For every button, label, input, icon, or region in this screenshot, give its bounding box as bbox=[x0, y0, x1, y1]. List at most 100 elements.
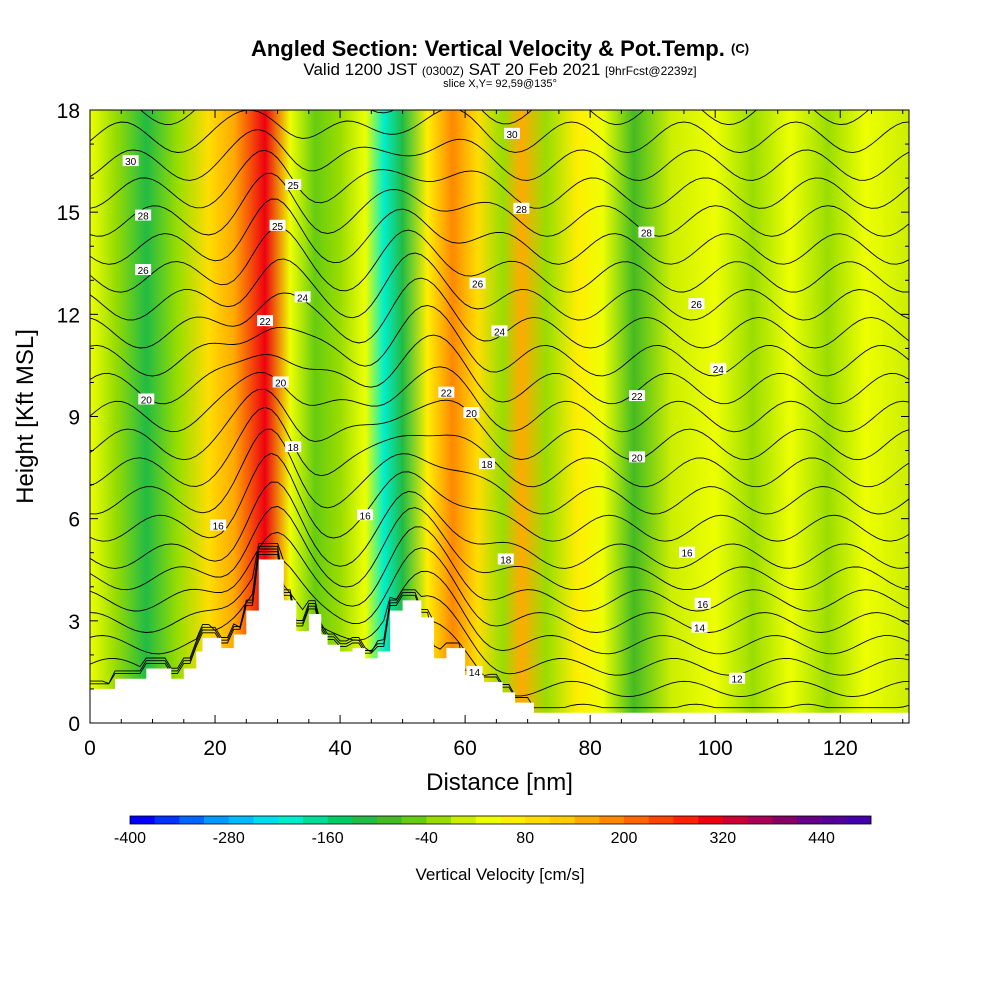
contour-label-box bbox=[257, 315, 274, 327]
terrain bbox=[90, 559, 909, 723]
theta-contour-line bbox=[90, 334, 909, 405]
plot-area: 30 28 26 20 25 25 24 22 20 18 16 16 30 28 26 24 22 20 18 18… bbox=[90, 110, 909, 723]
colorbar-swatch bbox=[772, 816, 798, 824]
colorbar-swatch bbox=[179, 816, 205, 824]
contour-label: 16 bbox=[681, 549, 693, 560]
title-units: (C) bbox=[731, 41, 750, 56]
contour-label-box bbox=[504, 127, 521, 139]
contour-label-box bbox=[629, 451, 646, 463]
colorbar-swatch bbox=[253, 816, 279, 824]
theta-contour-line bbox=[90, 226, 909, 293]
colorbar-swatch bbox=[846, 816, 872, 824]
x-tick-label: 20 bbox=[203, 737, 226, 760]
colorbar-swatch bbox=[451, 816, 477, 824]
contour-label-box bbox=[466, 665, 483, 677]
contour-label: 20 bbox=[275, 378, 287, 389]
contour-label-box bbox=[210, 519, 227, 531]
colorbar-swatch bbox=[401, 816, 427, 824]
theta-contour-line bbox=[90, 505, 909, 591]
contour-label: 26 bbox=[691, 300, 703, 311]
x-tick-label: 40 bbox=[328, 737, 351, 760]
contour-label-box bbox=[122, 155, 139, 167]
contour-label: 20 bbox=[466, 409, 478, 420]
colorbar-swatch bbox=[796, 816, 822, 824]
colorbar-swatch bbox=[500, 816, 526, 824]
colorbar-title: Vertical Velocity [cm/s] bbox=[415, 865, 584, 884]
contour-label: 12 bbox=[732, 675, 744, 686]
theta-contour-line bbox=[90, 545, 909, 655]
colorbar-swatch bbox=[302, 816, 328, 824]
contour-label: 24 bbox=[297, 293, 309, 304]
theta-contour-line bbox=[90, 388, 909, 461]
contour-label-box bbox=[269, 219, 286, 231]
y-tick-label: 18 bbox=[57, 100, 80, 123]
contour-label-box bbox=[135, 209, 152, 221]
colorbar-swatch bbox=[624, 816, 649, 824]
colorbar-swatch bbox=[204, 816, 230, 824]
colorbar-swatch bbox=[722, 816, 748, 824]
contour-label-box bbox=[285, 178, 302, 190]
axes: 0 20 40 60 80 100 120 0 3 6 9 12 15 18 Distance [nm] He… bbox=[12, 100, 910, 796]
theta-contour-line bbox=[90, 110, 909, 154]
colorbar-swatch bbox=[377, 816, 402, 824]
contour-label-box bbox=[285, 441, 302, 453]
colorbar-tick-label: -160 bbox=[312, 830, 344, 847]
colorbar-swatch bbox=[327, 816, 353, 824]
contour-label-box bbox=[357, 509, 374, 521]
contour-label: 28 bbox=[138, 212, 150, 223]
y-tick-label: 6 bbox=[68, 509, 80, 532]
colorbar: -400 -280 -160 -40 80 200 320 440 Vertical Veloc… bbox=[114, 815, 872, 884]
contour-labels: 30 28 26 20 25 25 24 22 20 18 16 16 30 28 26 24 22 20 18 18… bbox=[122, 127, 746, 686]
colorbar-swatch bbox=[278, 816, 304, 824]
contour-label: 25 bbox=[272, 222, 284, 233]
contour-label-box bbox=[694, 597, 711, 609]
contour-label: 22 bbox=[441, 389, 453, 400]
colorbar-swatch bbox=[698, 816, 724, 824]
vertical-velocity-field bbox=[90, 110, 909, 723]
theta-contour-line bbox=[90, 551, 909, 698]
y-tick-label: 0 bbox=[68, 713, 80, 736]
contour-label-box bbox=[679, 546, 696, 558]
valid-utc: (0300Z) bbox=[421, 64, 464, 78]
theta-contour-line bbox=[90, 198, 909, 265]
contour-label-box bbox=[294, 291, 311, 303]
colorbar-swatch bbox=[525, 816, 551, 824]
colorbar-swatch bbox=[549, 816, 575, 824]
theta-contour-line bbox=[90, 172, 909, 237]
x-tick-label: 100 bbox=[698, 737, 733, 760]
colorbar-swatch bbox=[426, 816, 452, 824]
contour-label: 30 bbox=[506, 130, 518, 141]
colorbar-tick-label: -40 bbox=[415, 830, 438, 847]
contour-label: 14 bbox=[694, 624, 706, 635]
theta-contour-line bbox=[90, 452, 909, 542]
colorbar-swatch bbox=[648, 816, 674, 824]
slice-info: slice X,Y= 92,59@135° bbox=[443, 78, 557, 90]
y-tick-label: 3 bbox=[68, 611, 80, 634]
x-axis-label: Distance [nm] bbox=[426, 769, 573, 796]
theta-contour-line bbox=[90, 548, 909, 676]
contour-label-box bbox=[478, 458, 495, 470]
contour-label: 18 bbox=[500, 556, 512, 567]
contour-label-box bbox=[138, 393, 155, 405]
contour-label-box bbox=[629, 390, 646, 402]
contour-label: 24 bbox=[713, 365, 725, 376]
colorbar-swatch bbox=[673, 816, 699, 824]
y-tick-label: 12 bbox=[57, 304, 80, 327]
x-tick-label: 0 bbox=[84, 737, 96, 760]
contour-label: 26 bbox=[138, 266, 150, 277]
colorbar-tick-label: 80 bbox=[516, 830, 534, 847]
y-tick-label: 9 bbox=[68, 407, 80, 430]
contour-label: 18 bbox=[288, 443, 300, 454]
contour-label: 22 bbox=[631, 392, 643, 403]
theta-contour-line bbox=[90, 149, 909, 209]
theta-contour-line bbox=[90, 129, 909, 181]
colorbar-swatch bbox=[821, 816, 847, 824]
contour-label-box bbox=[469, 277, 486, 289]
contour-label-box bbox=[491, 325, 508, 337]
contour-label-box bbox=[638, 226, 655, 238]
theta-contour-line bbox=[90, 252, 909, 321]
contour-label-box bbox=[729, 672, 746, 684]
contour-label: 14 bbox=[469, 668, 481, 679]
contour-label: 26 bbox=[472, 280, 484, 291]
colorbar-frame bbox=[129, 815, 872, 825]
